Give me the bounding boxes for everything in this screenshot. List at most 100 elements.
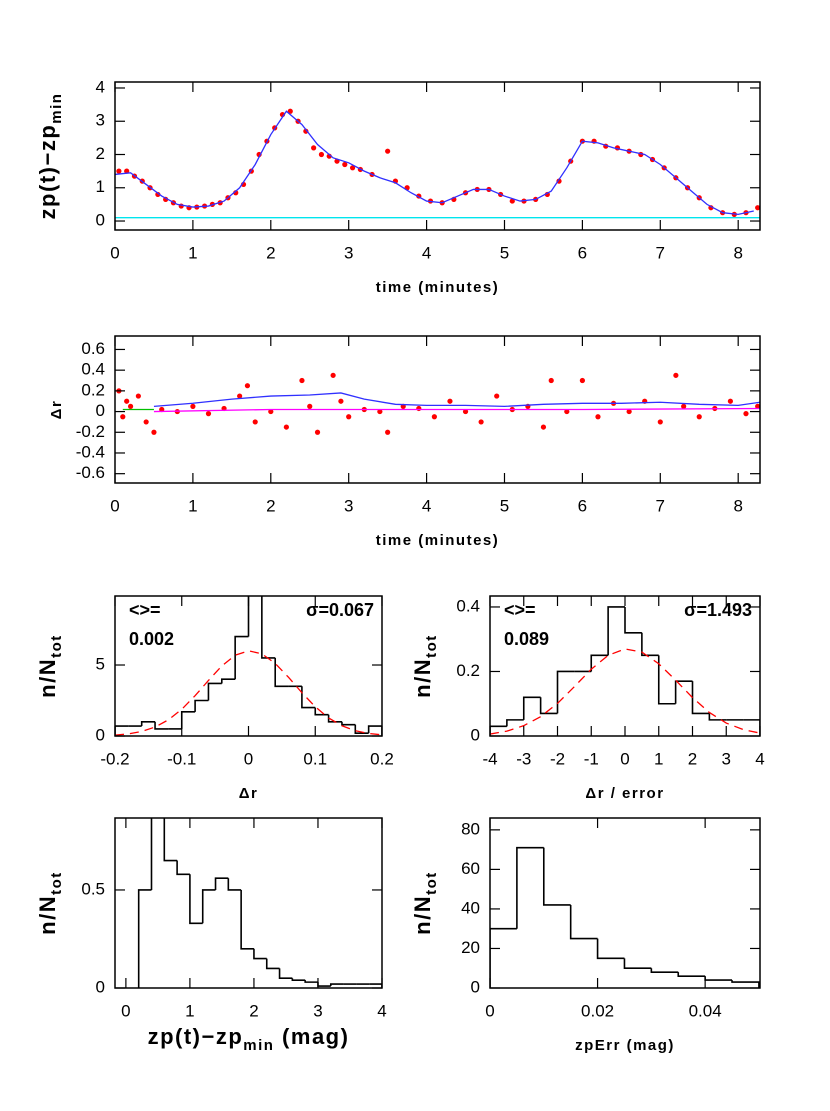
x-tick-label: 3: [722, 749, 731, 768]
data-point: [673, 372, 679, 378]
plot-area: [490, 846, 760, 988]
x-tick-label: 0: [485, 1001, 494, 1020]
histogram-bin: [542, 847, 571, 906]
data-point: [283, 424, 289, 430]
histogram-bin: [189, 874, 203, 925]
histogram-bin: [176, 860, 190, 876]
data-point: [431, 414, 437, 420]
data-point: [252, 419, 258, 425]
y-axis-label: n/Ntot: [35, 634, 66, 698]
histogram-bin: [317, 982, 331, 987]
data-point: [548, 377, 554, 384]
annotation: <>=: [129, 600, 161, 620]
series-line: [153, 407, 760, 413]
y-tick-label: 0: [471, 725, 480, 744]
x-tick-label: 8: [733, 496, 742, 515]
series-line: [153, 392, 760, 408]
histogram-bin: [314, 707, 329, 716]
series-line: [115, 110, 754, 216]
histogram-bin: [140, 721, 156, 727]
x-tick-label: 0.2: [370, 749, 394, 768]
x-tick-label: 0: [244, 749, 253, 768]
histogram-bin: [677, 972, 706, 977]
y-axis-label: zp(t)−zpmin: [35, 93, 66, 220]
histogram-bin: [539, 697, 558, 715]
data-point: [595, 414, 601, 420]
data-point: [307, 403, 313, 409]
x-tick-label: 7: [656, 243, 665, 262]
x-tick-label: 4: [422, 243, 431, 262]
x-tick-label: -3: [516, 749, 531, 768]
data-point: [727, 398, 733, 404]
histogram-bin: [708, 713, 727, 721]
y-tick-label: 1: [96, 177, 105, 196]
x-tick-label: 0.1: [303, 749, 327, 768]
histogram-bin: [369, 983, 382, 988]
data-point: [151, 429, 157, 435]
y-axis-label: n/Ntot: [410, 634, 441, 698]
x-tick-label: 2: [688, 749, 697, 768]
y-tick-label: 0: [96, 977, 105, 996]
x-tick-label: 8: [733, 243, 742, 262]
y-axis-label-part: tot: [48, 634, 65, 658]
x-axis-label-part: (mag): [274, 1024, 349, 1049]
data-point: [338, 398, 344, 404]
histogram-bin: [154, 721, 169, 730]
y-tick-label: -0.4: [76, 442, 105, 461]
histogram-bin: [556, 670, 575, 714]
y-tick-label: 0: [471, 977, 480, 996]
data-point: [416, 405, 422, 412]
histogram-bin: [490, 927, 517, 988]
histogram-bin: [522, 696, 541, 720]
histogram-bin: [137, 889, 152, 988]
y-axis-label-part: zp(t)−zp: [35, 124, 60, 220]
x-axis-label-part: Δr: [239, 785, 259, 802]
x-axis-label: zp(t)−zpmin (mag): [148, 1024, 350, 1055]
histogram-bin: [304, 980, 318, 983]
x-tick-label: 0: [121, 1001, 130, 1020]
data-point: [447, 398, 453, 404]
x-axis-label-part: time (minutes): [376, 279, 500, 296]
plot-area: [137, 818, 382, 988]
x-tick-label: 3: [313, 1001, 322, 1020]
data-point: [579, 377, 585, 384]
x-tick-label: 1: [188, 496, 197, 515]
data-point: [116, 168, 122, 174]
x-axis-label-part: time (minutes): [376, 532, 500, 549]
fit-curve: [490, 648, 760, 735]
data-point: [143, 419, 149, 425]
y-axis-label-part: n/N: [410, 658, 435, 698]
data-point: [314, 429, 321, 435]
histogram-bin: [490, 725, 507, 736]
plot-area: [115, 596, 382, 736]
histogram-bin: [207, 682, 222, 701]
data-point: [155, 191, 161, 198]
histogram-bin: [657, 655, 676, 705]
x-axis-label-part: zpErr (mag): [575, 1037, 675, 1054]
histogram-bin: [227, 878, 242, 891]
histogram-bin: [201, 889, 216, 924]
data-point: [287, 108, 293, 114]
x-tick-label: 0.04: [689, 1001, 722, 1020]
data-point: [124, 398, 130, 404]
data-point: [626, 408, 632, 415]
data-point: [377, 408, 383, 415]
histogram-bin: [329, 983, 344, 987]
y-axis-label-part: min: [48, 93, 65, 124]
annotation: σ=0.067: [306, 600, 374, 620]
x-tick-label: 2: [266, 496, 275, 515]
annotation: 0.002: [129, 629, 174, 649]
x-axis-label-part: min: [243, 1037, 274, 1054]
data-point: [346, 414, 352, 420]
histogram-bin: [731, 980, 760, 988]
histogram-bin: [341, 721, 356, 726]
y-axis-label-part: Δr: [48, 400, 65, 420]
y-tick-label: 0.4: [456, 596, 480, 615]
x-tick-label: -0.1: [167, 749, 196, 768]
x-tick-label: 6: [578, 496, 587, 515]
histogram-bin: [743, 719, 760, 736]
x-tick-label: 7: [656, 496, 665, 515]
histogram-bin: [278, 968, 293, 979]
